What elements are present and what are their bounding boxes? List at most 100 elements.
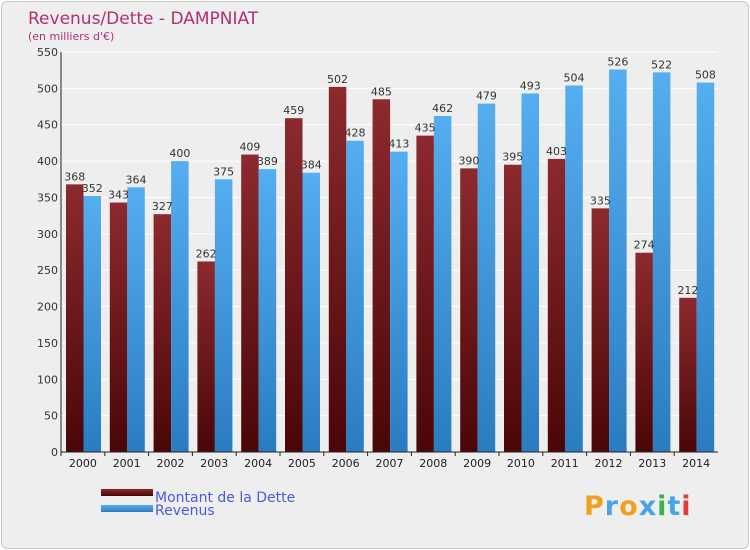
data-label-dette: 335 xyxy=(590,194,611,207)
y-tick-label: 200 xyxy=(37,301,58,314)
bar-revenus xyxy=(521,93,539,453)
bar-dette xyxy=(66,184,84,452)
x-tick-label: 2005 xyxy=(288,457,316,470)
bar-dette xyxy=(328,86,347,452)
x-tick-label: 2009 xyxy=(463,457,491,470)
bar-revenus xyxy=(214,179,233,453)
bar-revenus xyxy=(83,196,101,452)
data-label-dette: 502 xyxy=(327,73,348,86)
data-label-revenus: 522 xyxy=(651,58,672,71)
logo-letter: P xyxy=(584,491,605,522)
data-label-revenus: 526 xyxy=(607,55,628,68)
data-label-dette: 262 xyxy=(196,247,217,260)
bar-dette xyxy=(285,118,303,452)
bar-dette xyxy=(460,168,478,452)
x-tick-label: 2013 xyxy=(638,457,666,470)
y-tick-label: 250 xyxy=(37,264,58,277)
data-label-revenus: 364 xyxy=(126,173,147,186)
data-label-revenus: 389 xyxy=(257,155,278,168)
legend: Montant de la Dette Revenus xyxy=(101,489,295,519)
data-label-dette: 409 xyxy=(239,141,260,154)
bar-dette xyxy=(504,164,522,452)
data-label-revenus: 428 xyxy=(345,127,366,140)
bar-revenus xyxy=(609,69,627,453)
x-tick-label: 2010 xyxy=(507,457,535,470)
data-label-revenus: 400 xyxy=(169,147,190,160)
x-tick-label: 2002 xyxy=(157,457,185,470)
x-tick-label: 2003 xyxy=(200,457,228,470)
x-tick-label: 2011 xyxy=(551,457,579,470)
data-label-revenus: 375 xyxy=(213,165,234,178)
data-label-dette: 435 xyxy=(415,122,436,135)
bar-dette xyxy=(153,214,172,452)
bar-dette xyxy=(679,297,697,452)
bar-dette xyxy=(416,135,434,453)
bar-revenus xyxy=(390,151,408,453)
bars xyxy=(66,69,715,453)
bar-revenus xyxy=(565,85,583,453)
logo-letter: i xyxy=(681,491,692,522)
bar-dette xyxy=(109,202,128,452)
data-label-dette: 485 xyxy=(371,85,392,98)
legend-label-dette: Montant de la Dette xyxy=(155,490,295,506)
data-label-dette: 327 xyxy=(152,200,173,213)
y-tick-label: 300 xyxy=(37,228,58,241)
bar-revenus xyxy=(346,140,364,452)
bar-revenus xyxy=(652,72,671,452)
axes: 0 50 100 150 200 250 300 350 400 450 500 550 2000 200… xyxy=(37,46,718,470)
y-tick-label: 500 xyxy=(37,82,58,95)
x-tick-label: 2012 xyxy=(595,457,623,470)
logo-letter: x xyxy=(638,491,658,522)
bar-revenus xyxy=(696,82,715,452)
y-tick-label: 0 xyxy=(51,446,58,459)
data-label-dette: 390 xyxy=(458,154,479,167)
data-label-dette: 274 xyxy=(634,239,655,252)
x-tick-label: 2008 xyxy=(419,457,447,470)
logo-letter: i xyxy=(657,491,668,522)
x-tick-label: 2007 xyxy=(376,457,404,470)
bar-revenus xyxy=(477,103,496,453)
data-label-dette: 403 xyxy=(546,145,567,158)
x-tick-label: 2001 xyxy=(113,457,141,470)
data-label-dette: 343 xyxy=(108,189,129,202)
y-tick-label: 150 xyxy=(37,337,58,350)
bar-dette xyxy=(197,261,215,452)
x-tick-label: 2004 xyxy=(244,457,272,470)
bar-dette xyxy=(547,158,566,452)
data-label-revenus: 384 xyxy=(301,159,322,172)
y-tick-label: 50 xyxy=(44,410,58,423)
x-tick-label: 2014 xyxy=(682,457,710,470)
bar-revenus xyxy=(302,172,320,452)
y-tick-label: 400 xyxy=(37,155,58,168)
logo-letter: o xyxy=(619,491,639,522)
x-tick-label: 2006 xyxy=(332,457,360,470)
bar-revenus xyxy=(258,169,277,452)
bar-revenus xyxy=(433,116,452,452)
legend-swatch-dette xyxy=(101,489,153,496)
y-tick-label: 550 xyxy=(37,46,58,59)
data-label-revenus: 504 xyxy=(564,71,585,84)
data-label-revenus: 352 xyxy=(82,182,103,195)
y-tick-label: 100 xyxy=(37,373,58,386)
chart-title: Revenus/Dette - DAMPNIAT xyxy=(28,9,259,29)
chart-subtitle: (en milliers d'€) xyxy=(28,30,114,43)
data-label-dette: 368 xyxy=(64,170,85,183)
legend-swatch-revenus xyxy=(101,505,153,512)
bar-revenus xyxy=(171,161,189,452)
bar-dette xyxy=(241,154,259,452)
bar-dette xyxy=(635,252,653,452)
proxiti-logo: Proxiti xyxy=(584,491,692,522)
bar-revenus xyxy=(127,187,145,453)
data-label-dette: 395 xyxy=(502,151,523,164)
logo-letter: t xyxy=(667,491,682,522)
data-label-revenus: 462 xyxy=(432,102,453,115)
x-tick-label: 2000 xyxy=(69,457,97,470)
data-label-revenus: 493 xyxy=(520,79,541,92)
logo-letter: r xyxy=(604,491,620,522)
data-label-revenus: 479 xyxy=(476,90,497,103)
data-label-revenus: 413 xyxy=(388,138,409,151)
data-label-dette: 459 xyxy=(283,104,304,117)
